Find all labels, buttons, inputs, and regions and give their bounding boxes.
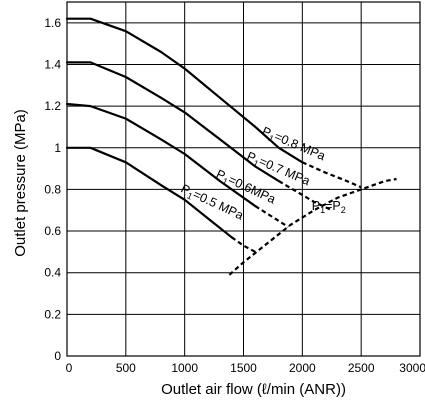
tick-labels: 0 500 1000 1500 2000 2500 3000 0 0.2 0.4 0.6 0.8 1 1.… [44, 16, 425, 375]
y-tick-label: 1.6 [44, 16, 61, 30]
series-line-extension [254, 205, 289, 228]
y-axis-label: Outlet pressure (MPa) [12, 109, 29, 257]
y-tick-label: 1 [54, 141, 61, 155]
series-line-extension [301, 161, 362, 189]
curve-label-sub: 1 [185, 190, 194, 201]
series-layer [65, 17, 397, 276]
y-tick-label: 0.2 [44, 307, 61, 321]
curve-label-rest: =0.7 MPa [257, 154, 312, 188]
y-tick-label: 0.4 [44, 266, 61, 280]
x-tick-label: 2000 [289, 361, 316, 375]
grid [67, 2, 420, 356]
curve-label-sub: 1 [252, 158, 261, 169]
x-tick-label: 500 [116, 361, 136, 375]
series-line [65, 146, 233, 239]
x-tick-label: 1500 [230, 361, 257, 375]
curve-label-rest: =0.8 MPa [272, 129, 327, 163]
series-line [65, 17, 304, 164]
y-tick-label: 0.6 [44, 224, 61, 238]
plot-frame [66, 1, 421, 357]
y-tick-label: 1.4 [44, 57, 61, 71]
x-axis-label: Outlet air flow (ℓ/min (ANR)) [161, 381, 346, 398]
boundary-label-sub2: 2 [341, 205, 346, 215]
boundary-label-sub1: 1 [320, 205, 325, 215]
series-line [65, 61, 280, 183]
curve-label-sub: 1 [221, 176, 230, 187]
y-tick-label: 0 [54, 349, 61, 363]
boundary-label: P1=P2 [312, 199, 346, 215]
series-line-extension [278, 180, 333, 212]
y-tick-label: 1.2 [44, 99, 61, 113]
curve-label-sub: 1 [267, 133, 276, 144]
boundary-label-mid: =P [325, 199, 341, 213]
series-line-extension [231, 236, 256, 253]
x-tick-label: 0 [66, 361, 73, 375]
x-tick-label: 3000 [399, 361, 425, 375]
series-line [65, 102, 257, 208]
x-tick-label: 2500 [348, 361, 375, 375]
x-tick-label: 1000 [171, 361, 198, 375]
y-tick-label: 0.8 [44, 182, 61, 196]
boundary-label-main: P [312, 199, 320, 213]
